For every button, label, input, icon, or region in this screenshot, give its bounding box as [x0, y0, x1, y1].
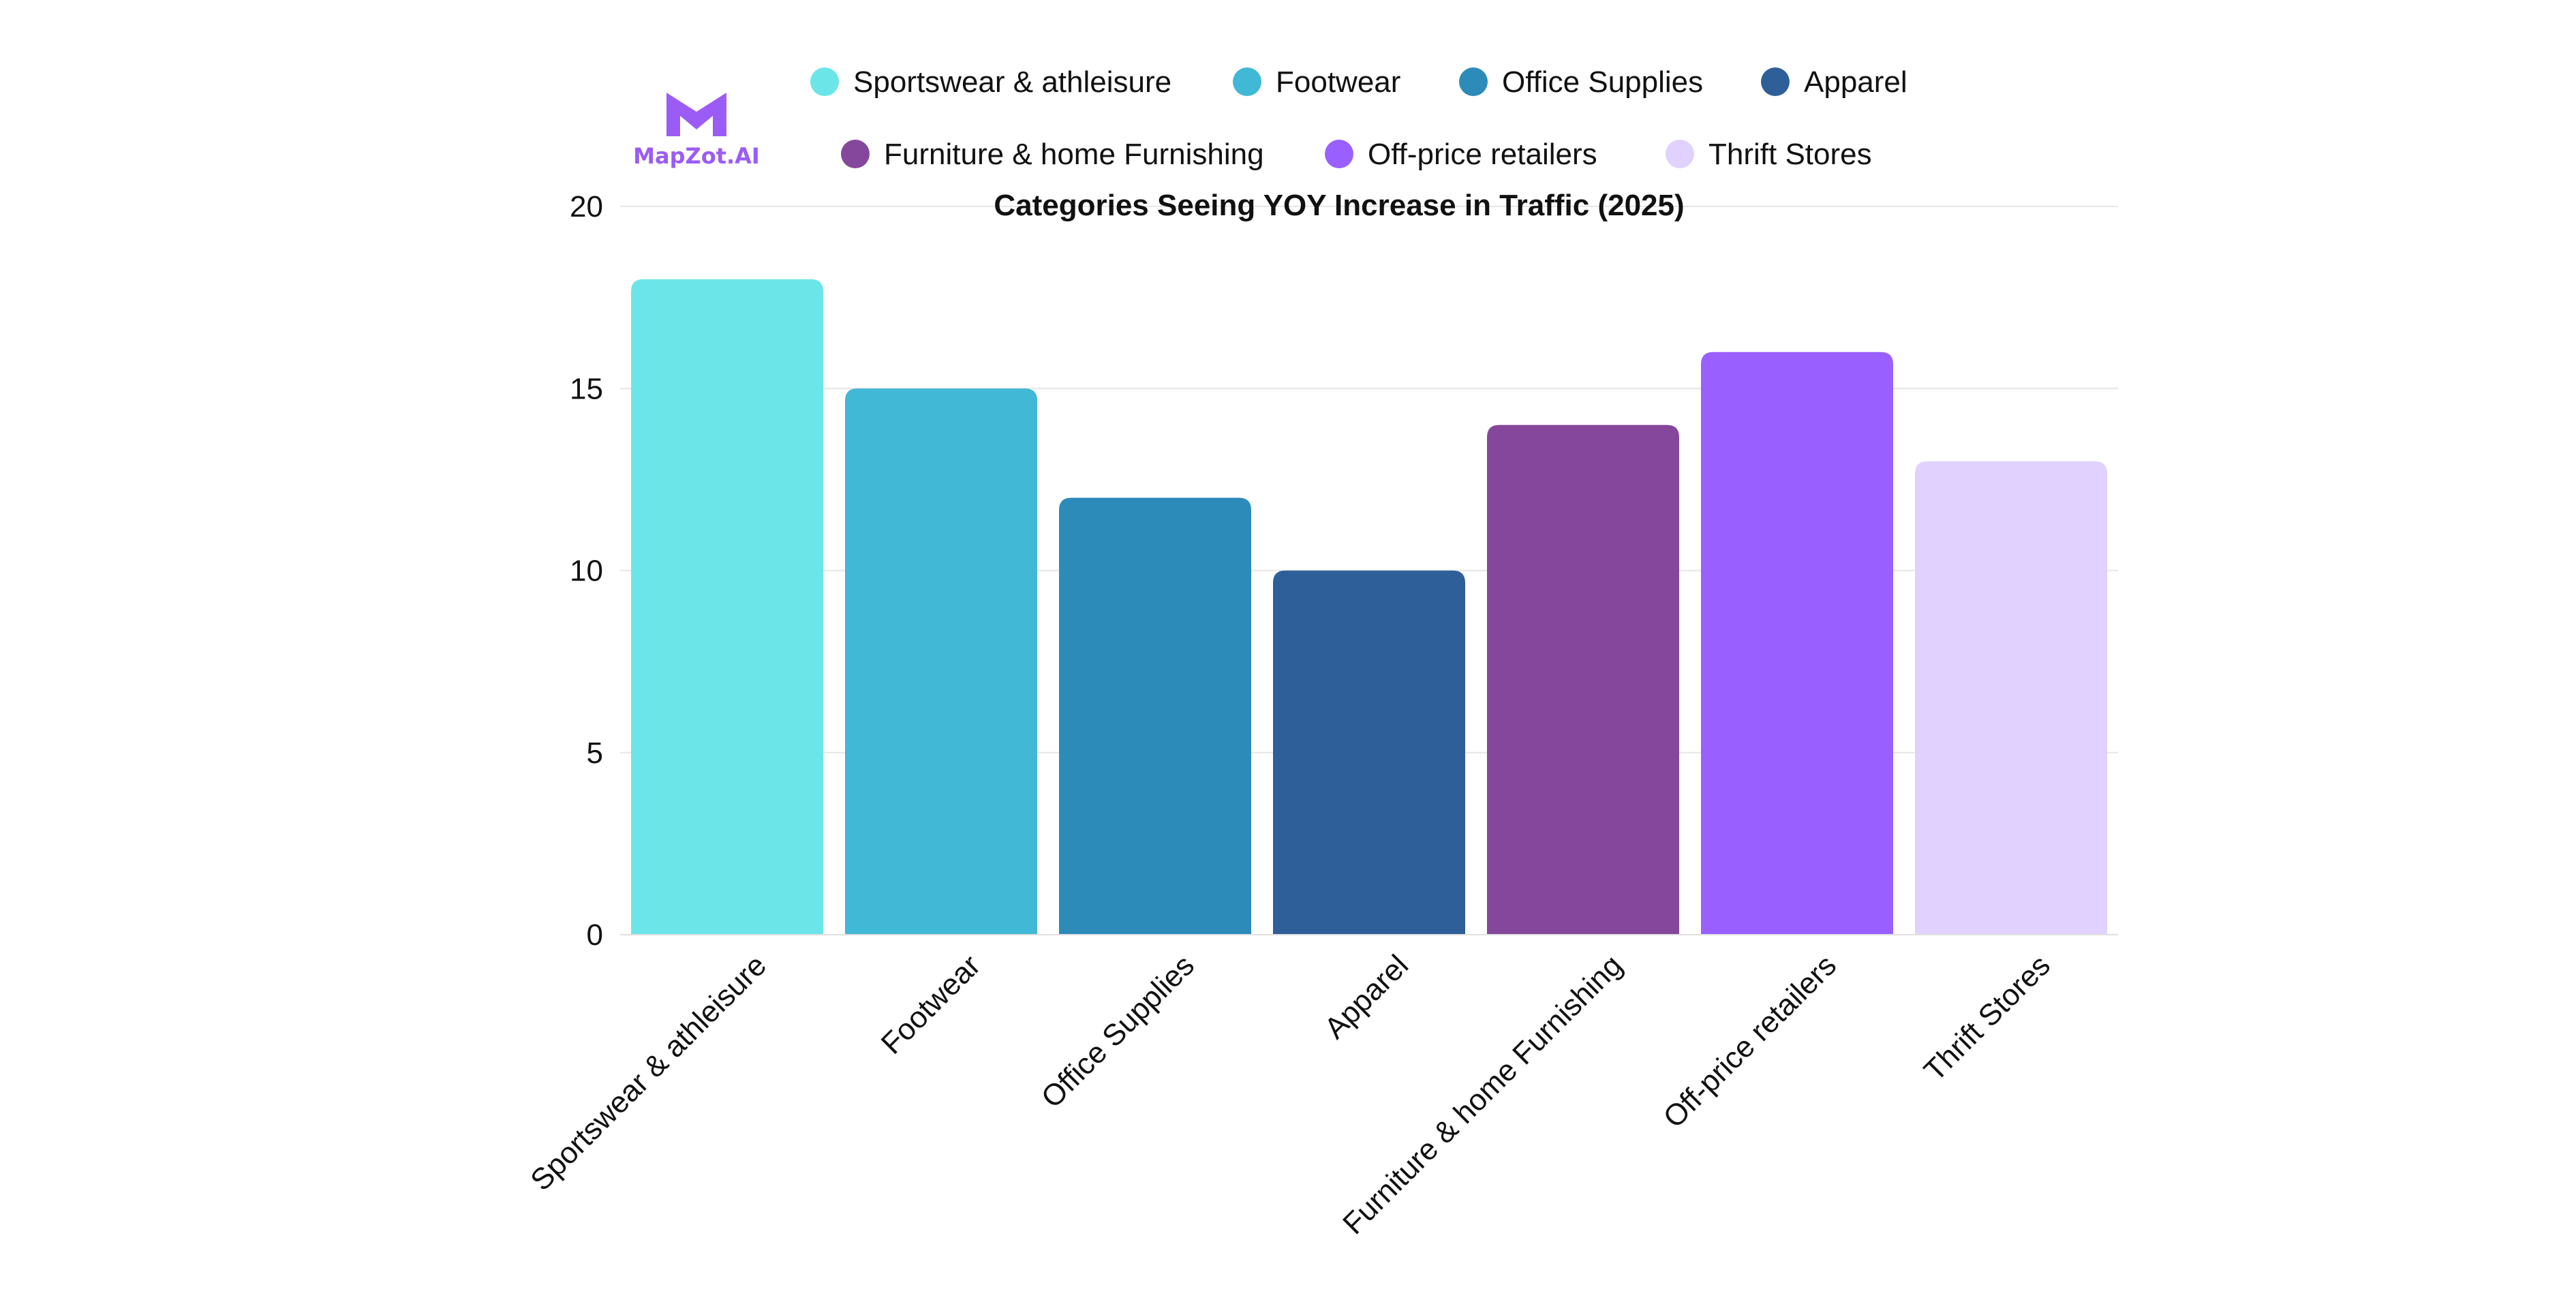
y-tick-label: 20 — [570, 190, 603, 223]
bar-5 — [1487, 424, 1679, 935]
legend-label: Thrift Stores — [1708, 138, 1872, 171]
legend-item: Footwear — [1233, 65, 1400, 99]
legend: Sportswear & athleisure Footwear Office Su… — [810, 65, 1907, 171]
chart-title: Categories Seeing YOY Increase in Traffi… — [994, 189, 1684, 222]
legend-swatch — [1761, 67, 1790, 96]
y-axis-ticks: 0 5 10 15 20 — [570, 190, 603, 952]
y-tick-label: 15 — [570, 372, 603, 405]
bar-1 — [631, 279, 823, 935]
legend-label: Footwear — [1276, 65, 1400, 99]
bar-3 — [1059, 497, 1251, 935]
x-tick-label: Thrift Stores — [1918, 948, 2057, 1087]
logo: MapZot.AI — [633, 93, 760, 169]
bar-6 — [1701, 352, 1893, 935]
logo-m-icon — [666, 93, 726, 136]
legend-item: Off-price retailers — [1325, 138, 1597, 171]
bar-2 — [845, 388, 1037, 935]
legend-swatch — [810, 67, 839, 96]
legend-label: Office Supplies — [1502, 65, 1703, 99]
legend-swatch — [1666, 140, 1694, 168]
x-axis-ticks: Sportswear & athleisure Footwear Office Su… — [524, 948, 2057, 1241]
x-tick-label: Footwear — [875, 948, 987, 1060]
legend-item: Furniture & home Furnishing — [841, 138, 1264, 171]
y-tick-label: 0 — [587, 918, 603, 952]
x-tick-label: Apparel — [1318, 948, 1415, 1045]
bar-4 — [1273, 570, 1465, 935]
y-tick-label: 10 — [570, 555, 603, 588]
legend-swatch — [1459, 67, 1488, 96]
legend-label: Sportswear & athleisure — [853, 65, 1171, 99]
x-tick-label: Office Supplies — [1035, 948, 1201, 1114]
legend-swatch — [841, 140, 870, 168]
legend-item: Apparel — [1761, 65, 1907, 99]
logo-text: MapZot.AI — [633, 143, 760, 169]
bars — [631, 279, 2107, 935]
x-tick-label: Sportswear & athleisure — [524, 948, 773, 1197]
legend-item: Sportswear & athleisure — [810, 65, 1171, 99]
y-tick-label: 5 — [587, 736, 603, 770]
legend-item: Office Supplies — [1459, 65, 1703, 99]
legend-label: Furniture & home Furnishing — [884, 138, 1264, 171]
legend-item: Thrift Stores — [1666, 138, 1872, 171]
legend-swatch — [1233, 67, 1261, 96]
legend-label: Apparel — [1804, 65, 1907, 99]
legend-label: Off-price retailers — [1368, 138, 1597, 171]
bar-7 — [1915, 461, 2107, 935]
legend-swatch — [1325, 140, 1353, 168]
x-tick-label: Off-price retailers — [1657, 948, 1843, 1134]
